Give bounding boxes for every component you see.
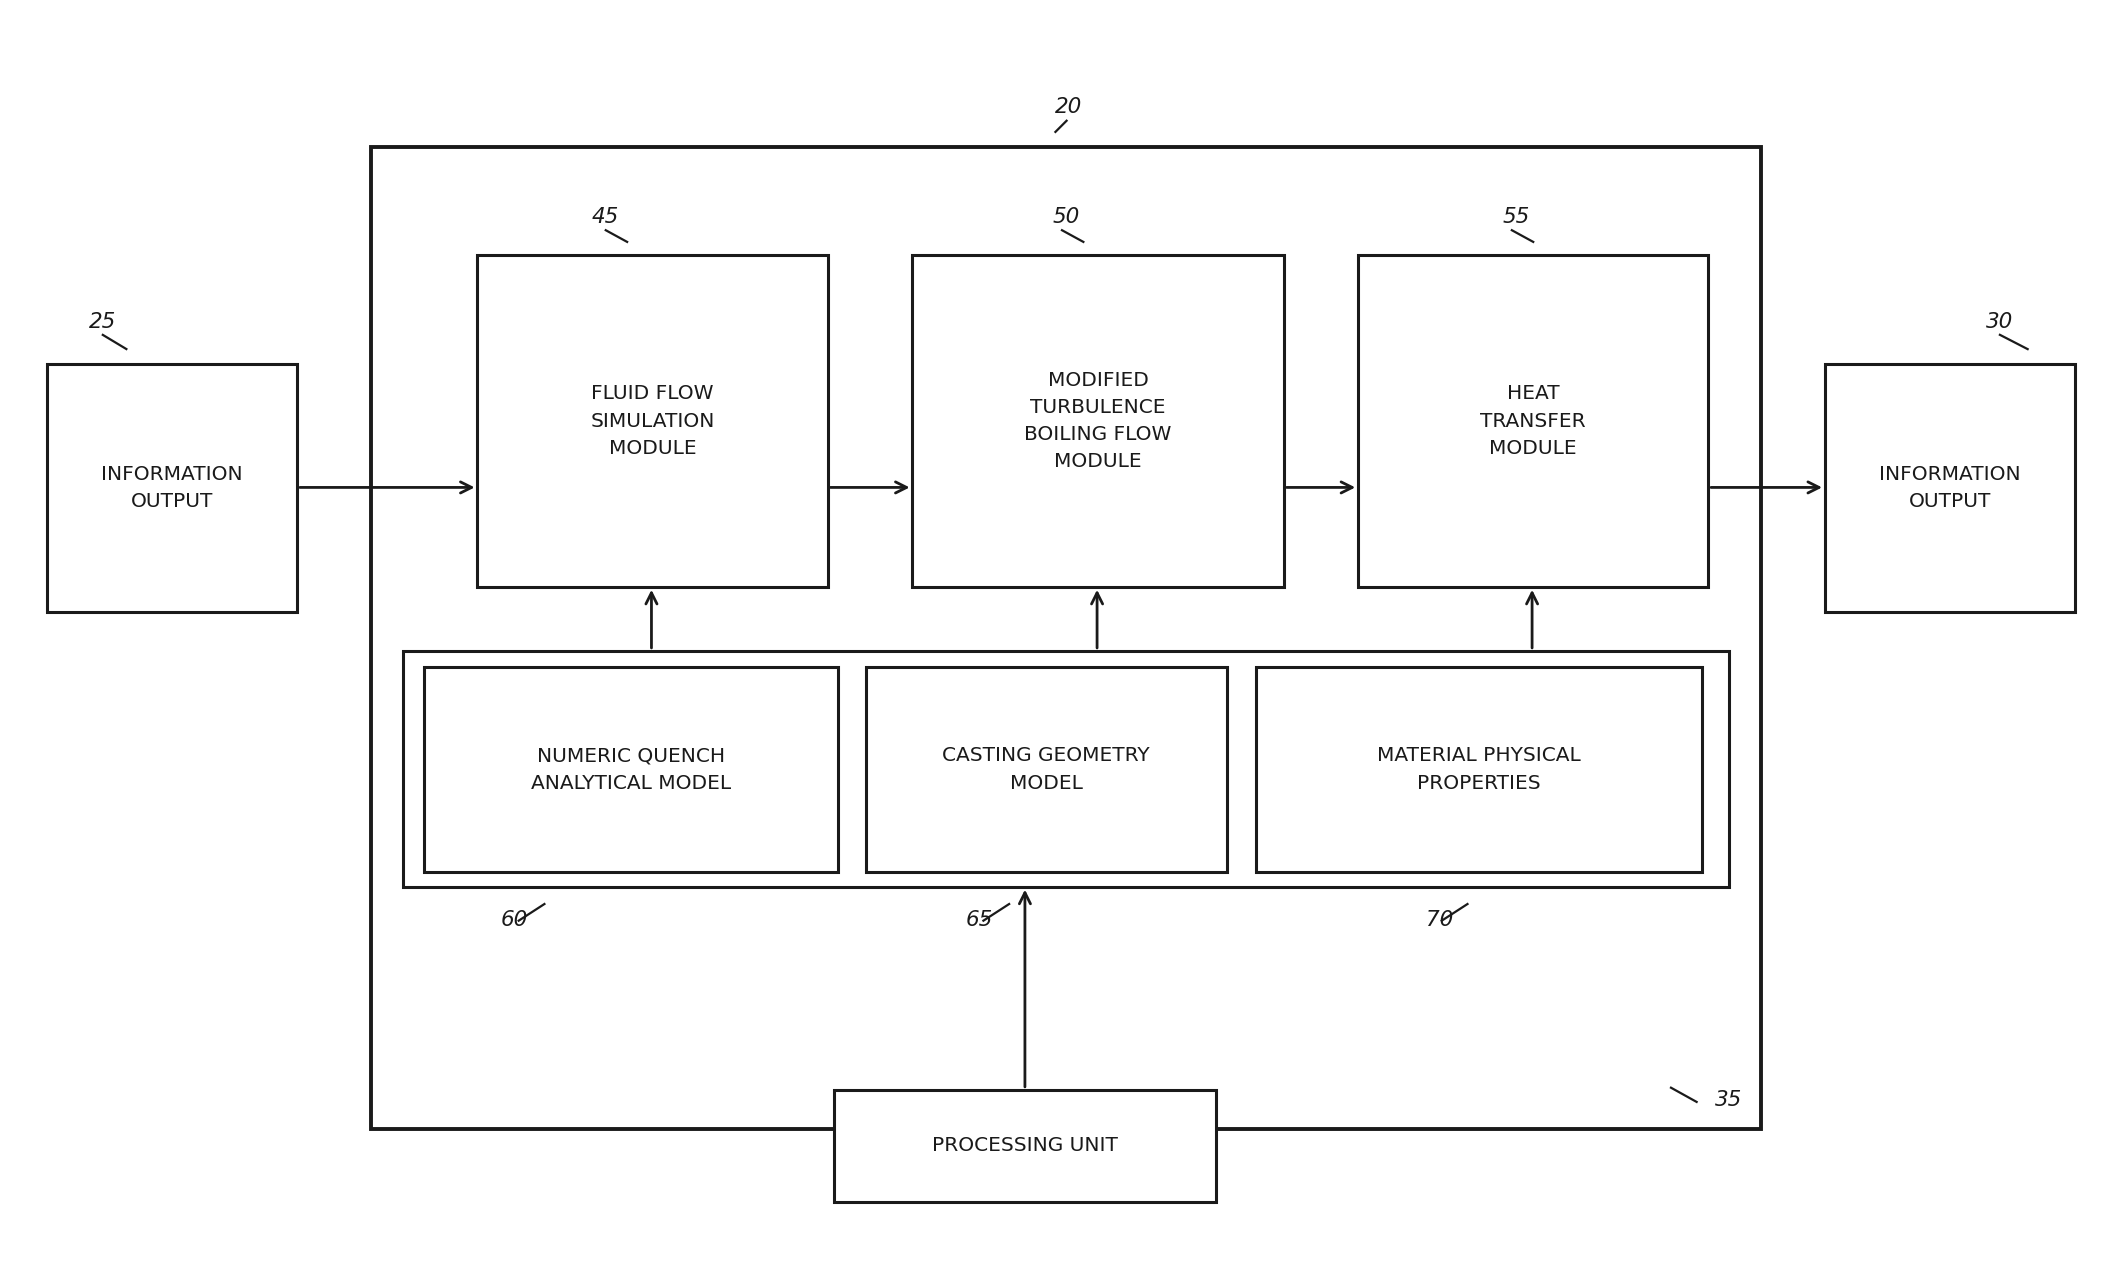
Text: INFORMATION
OUTPUT: INFORMATION OUTPUT [102,464,242,512]
Bar [47,364,297,612]
Text: 50: 50 [1053,207,1080,227]
Text: CASTING GEOMETRY
MODEL: CASTING GEOMETRY MODEL [942,746,1150,792]
Text: MODIFIED
TURBULENCE
BOILING FLOW
MODULE: MODIFIED TURBULENCE BOILING FLOW MODULE [1025,371,1171,471]
Text: INFORMATION
OUTPUT: INFORMATION OUTPUT [1880,464,2020,512]
Text: 70: 70 [1426,910,1454,930]
Text: PROCESSING UNIT: PROCESSING UNIT [932,1137,1118,1155]
Text: HEAT
TRANSFER
MODULE: HEAT TRANSFER MODULE [1481,384,1585,458]
Text: 65: 65 [966,910,993,930]
Bar [1825,364,2075,612]
Text: 35: 35 [1715,1090,1742,1110]
Text: MATERIAL PHYSICAL
PROPERTIES: MATERIAL PHYSICAL PROPERTIES [1377,746,1581,792]
Bar [1358,255,1708,587]
Text: FLUID FLOW
SIMULATION
MODULE: FLUID FLOW SIMULATION MODULE [590,384,715,458]
Text: 60: 60 [501,910,528,930]
Bar [912,255,1284,587]
Text: 30: 30 [1986,311,2014,332]
Text: 25: 25 [89,311,117,332]
Text: NUMERIC QUENCH
ANALYTICAL MODEL: NUMERIC QUENCH ANALYTICAL MODEL [530,746,732,792]
Bar [477,255,828,587]
Bar [403,651,1729,887]
Text: 55: 55 [1502,207,1530,227]
Bar [371,147,1761,1129]
Bar [834,1090,1216,1202]
Text: 45: 45 [592,207,620,227]
Text: 20: 20 [1055,97,1082,117]
Bar [866,667,1227,872]
Bar [424,667,838,872]
Bar [1256,667,1702,872]
